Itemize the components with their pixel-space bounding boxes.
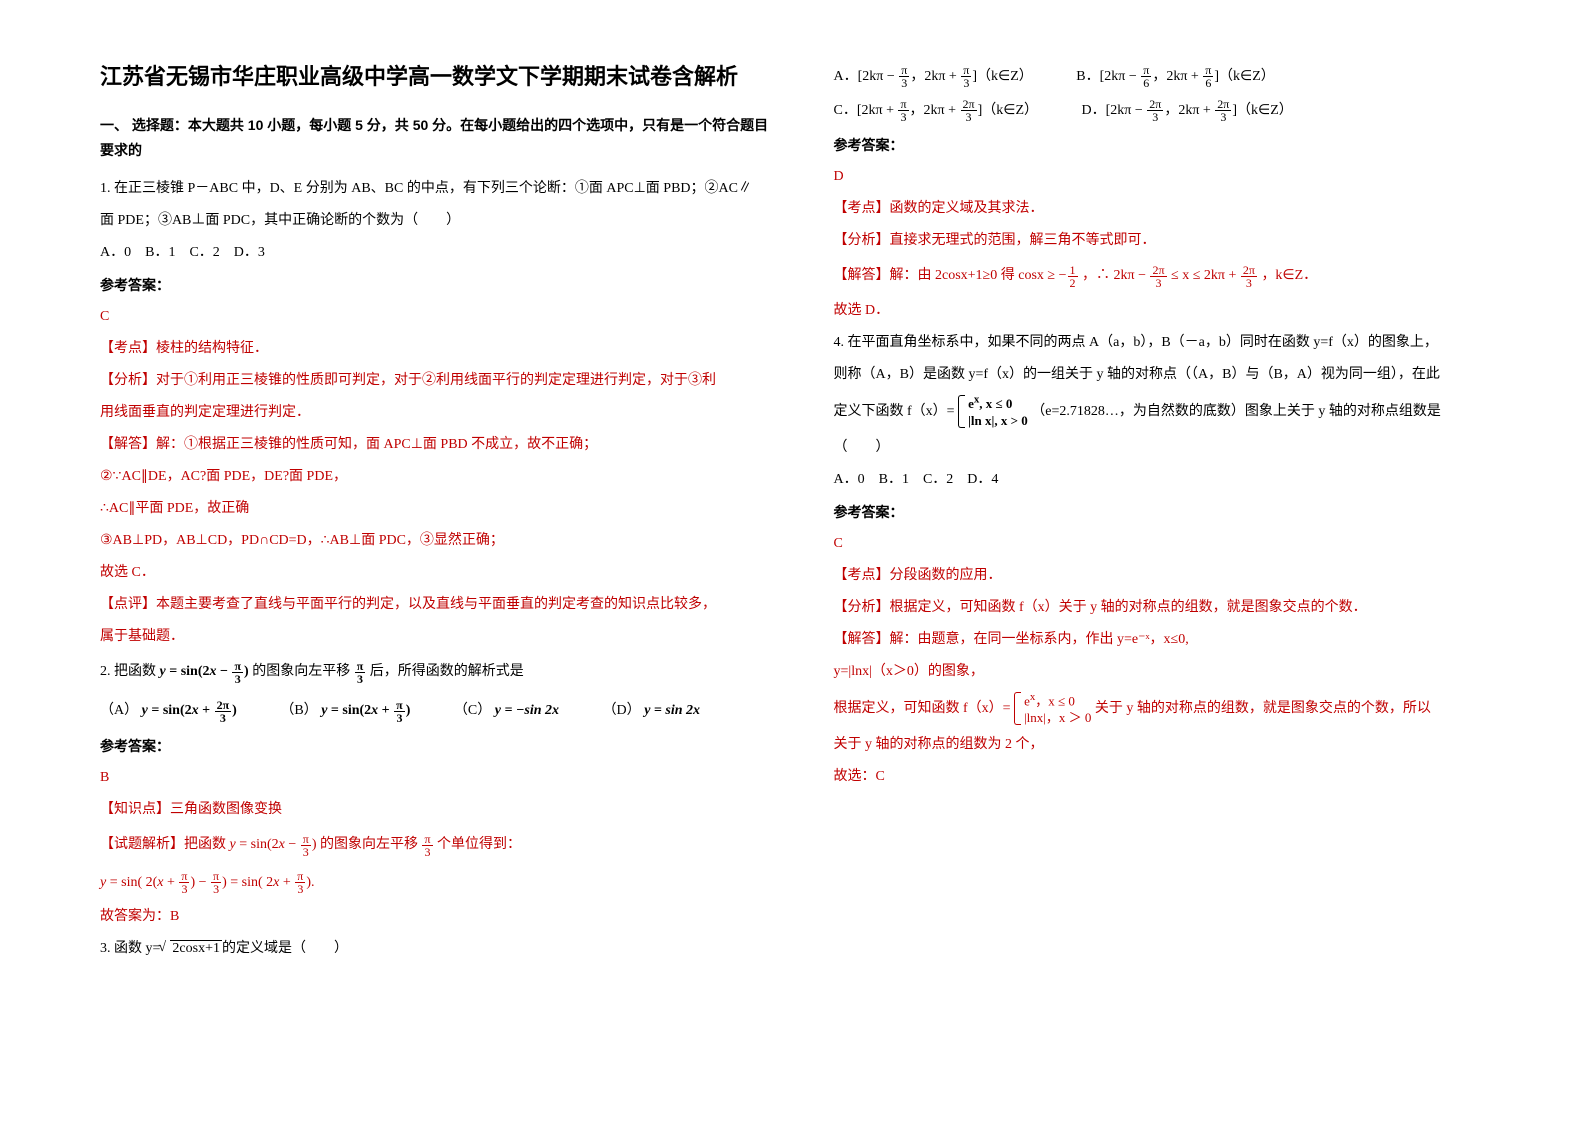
q2-optC: （C） y = −sin 2x [454, 693, 559, 728]
q2-fml-1: y = sin(2x − π3) [160, 664, 249, 679]
q4-jd3a: 根据定义，可知函数 f（x）= [834, 701, 1011, 716]
q4-stem2: 则称（A，B）是函数 y=f（x）的一组关于 y 轴的对称点（（A，B）与（B，… [834, 361, 1508, 389]
q2-jx-fml1: y = sin(2x − π3) [230, 837, 317, 852]
q4-kd: 【考点】分段函数的应用． [834, 562, 1508, 590]
q4-jd3b: 关于 y 轴的对称点的组数，就是图象交点的个数，所以 [1095, 701, 1431, 716]
q2-jx-end: 故答案为：B [100, 903, 774, 931]
q4-piecewise: ex, x ≤ 0 |ln x|, x > 0 [958, 393, 1028, 430]
q4-jd3: 根据定义，可知函数 f（x）= ex，x ≤ 0 |lnx|，x ＞ 0 关于 … [834, 690, 1508, 727]
q2-jx-a: 【试题解析】把函数 [100, 837, 226, 852]
q3-answer-label: 参考答案： [834, 131, 1508, 159]
q2-jx-fml2: π3 [421, 837, 433, 852]
q1-stem-1: 1. 在正三棱锥 P－ABC 中，D、E 分别为 AB、BC 的中点，有下列三个… [100, 175, 774, 203]
q2-stem: 2. 把函数 y = sin(2x − π3) 的图象向左平移 π3 后，所得函… [100, 655, 774, 689]
q3-stem-b: 的定义域是（ ） [222, 941, 348, 956]
q1-jd5: 故选 C． [100, 559, 774, 587]
q3-opts-row2: C．[2kπ + π3，2kπ + 2π3]（k∈Z） D．[2kπ − 2π3… [834, 94, 1508, 128]
q1-jd2: ②∵AC∥DE，AC?面 PDE，DE?面 PDE， [100, 463, 774, 491]
q2-stem-a: 2. 把函数 [100, 664, 156, 679]
q1-dp2: 属于基础题． [100, 623, 774, 651]
section-head: 一、 选择题：本大题共 10 小题，每小题 5 分，共 50 分。在每小题给出的… [100, 113, 774, 163]
q1-jd1: 【解答】解：①根据正三棱锥的性质可知，面 APC⊥面 PBD 不成立，故不正确； [100, 431, 774, 459]
q1-jd3: ∴AC∥平面 PDE，故正确 [100, 495, 774, 523]
q1-answer-label: 参考答案： [100, 271, 774, 299]
q3-jd1: 【解答】解：由 2cosx+1≥0 得 cosx ≥ −12 ，∴ 2kπ − … [834, 259, 1508, 293]
q2-jx-b: 的图象向左平移 [320, 837, 418, 852]
q1-dp1: 【点评】本题主要考查了直线与平面平行的判定，以及直线与平面垂直的判定考查的知识点… [100, 591, 774, 619]
q2-options: （A） y = sin(2x + 2π3) （B） y = sin(2x + π… [100, 693, 774, 728]
q4-stem4: （ ） [834, 434, 1508, 462]
q2-optA: （A） y = sin(2x + 2π3) [100, 693, 237, 728]
q2-stem-b: 的图象向左平移 [252, 664, 350, 679]
q2-optB: （B） y = sin(2x + π3) [280, 693, 410, 728]
q3-jd-b: ，∴ [1082, 268, 1110, 283]
q1-fx1: 【分析】对于①利用正三棱锥的性质即可判定，对于②利用线面平行的判定定理进行判定，… [100, 367, 774, 395]
q4-fx: 【分析】根据定义，可知函数 f（x）关于 y 轴的对称点的组数，就是图象交点的个… [834, 594, 1508, 622]
q3-jd2: 故选 D． [834, 297, 1508, 325]
q3-fx: 【分析】直接求无理式的范围，解三角不等式即可． [834, 227, 1508, 255]
q2-answer-label: 参考答案： [100, 732, 774, 760]
q2-stem-c: 后，所得函数的解析式是 [370, 664, 524, 679]
right-column: A．[2kπ − π3，2kπ + π3]（k∈Z） B．[2kπ − π6，2… [834, 60, 1508, 967]
q1-options: A．0 B．1 C．2 D．3 [100, 239, 774, 267]
q4-jd5: 故选：C [834, 763, 1508, 791]
q2-jx2: y = sin( 2(x + π3) − π3) = sin( 2x + π3)… [100, 866, 774, 900]
q4-stem1: 4. 在平面直角坐标系中，如果不同的两点 A（a，b），B（－a，b）同时在函数… [834, 329, 1508, 357]
q2-jx-c: 个单位得到： [437, 837, 521, 852]
q4-jd1: 【解答】解：由题意，在同一坐标系内，作出 y=e⁻ˣ，x≤0, [834, 626, 1508, 654]
q4-opts: A．0 B．1 C．2 D．4 [834, 466, 1508, 494]
q3-opts-row1: A．[2kπ − π3，2kπ + π3]（k∈Z） B．[2kπ − π6，2… [834, 60, 1508, 94]
q1-stem-2: 面 PDE；③AB⊥面 PDC，其中正确论断的个数为（ ） [100, 207, 774, 235]
left-column: 江苏省无锡市华庄职业高级中学高一数学文下学期期末试卷含解析 一、 选择题：本大题… [100, 60, 774, 967]
q4-jd2: y=|lnx|（x＞0）的图象， [834, 658, 1508, 686]
doc-title: 江苏省无锡市华庄职业高级中学高一数学文下学期期末试卷含解析 [100, 60, 774, 93]
q3-answer: D [834, 163, 1508, 191]
q2-zsd: 【知识点】三角函数图像变换 [100, 796, 774, 824]
q3-jd-fml1: cosx ≥ −12 [1018, 268, 1078, 283]
q3-jd-c: ，k∈Z． [1261, 268, 1317, 283]
q2-optD: （D） y = sin 2x [603, 693, 700, 728]
q4-stem3b: （e=2.71828…，为自然数的底数）图象上关于 y 轴的对称点组数是 [1031, 404, 1441, 419]
q3-stem: 3. 函数 y=2cosx+1的定义域是（ ） [100, 935, 774, 963]
q3-stem-a: 3. 函数 y= [100, 941, 160, 956]
q1-answer: C [100, 303, 774, 331]
q4-jd4: 关于 y 轴的对称点的组数为 2 个， [834, 731, 1508, 759]
q3-optD: D．[2kπ − 2π3，2kπ + 2π3]（k∈Z） [1082, 94, 1293, 128]
q4-answer: C [834, 530, 1508, 558]
q3-jd-fml2: 2kπ − 2π3 ≤ x ≤ 2kπ + 2π3 [1114, 268, 1258, 283]
q4-stem3a: 定义下函数 f（x）= [834, 404, 955, 419]
q3-optC: C．[2kπ + π3，2kπ + 2π3]（k∈Z） [834, 94, 1039, 128]
q1-kd: 【考点】棱柱的结构特征． [100, 335, 774, 363]
q3-optB: B．[2kπ − π6，2kπ + π6]（k∈Z） [1076, 60, 1275, 94]
q2-jx1: 【试题解析】把函数 y = sin(2x − π3) 的图象向左平移 π3 个单… [100, 828, 774, 862]
q1-fx2: 用线面垂直的判定定理进行判定． [100, 399, 774, 427]
q3-sqrt: 2cosx+1 [160, 935, 222, 963]
q4-answer-label: 参考答案： [834, 498, 1508, 526]
q4-stem3: 定义下函数 f（x）= ex, x ≤ 0 |ln x|, x > 0 （e=2… [834, 393, 1508, 430]
q2-answer: B [100, 764, 774, 792]
q2-fml-2: π3 [354, 664, 367, 679]
q3-kd: 【考点】函数的定义域及其求法． [834, 195, 1508, 223]
q3-optA: A．[2kπ − π3，2kπ + π3]（k∈Z） [834, 60, 1033, 94]
q4-piecewise-2: ex，x ≤ 0 |lnx|，x ＞ 0 [1014, 690, 1091, 727]
q3-jd-a: 【解答】解：由 2cosx+1≥0 得 [834, 268, 1015, 283]
q1-jd4: ③AB⊥PD，AB⊥CD，PD∩CD=D，∴AB⊥面 PDC，③显然正确； [100, 527, 774, 555]
